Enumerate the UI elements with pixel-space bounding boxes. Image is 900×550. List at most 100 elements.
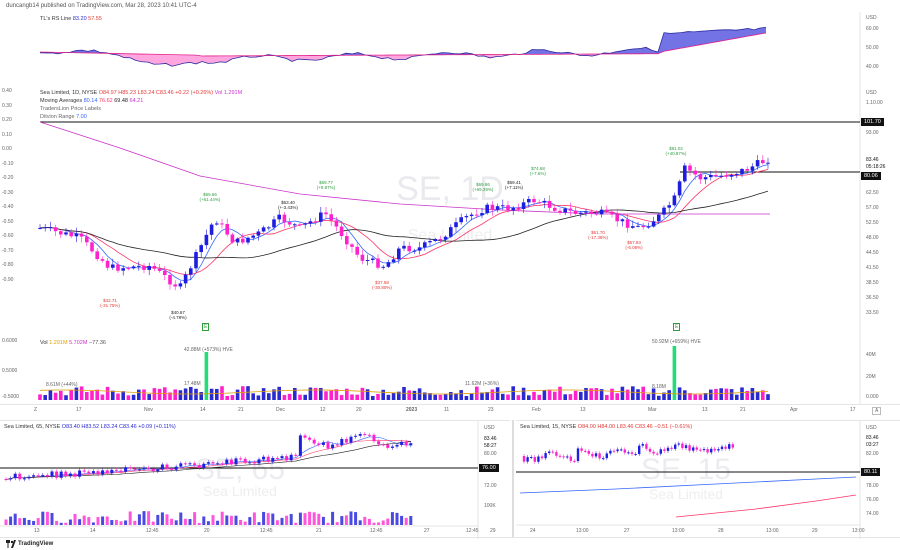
ma-line-2 [39,190,769,259]
auto-scale-button[interactable]: A [872,407,882,415]
volume-bar [38,394,42,400]
candle [272,215,276,231]
right-tick-9: 48.00 [866,235,879,241]
candle [423,240,427,251]
pane-15-symbol-text: Sea Limited, 15, NYSE [520,424,577,430]
volume-bar [267,393,271,400]
pane-15-candle [641,442,644,448]
candle [667,201,671,214]
ohlc-volume: Vol 1.291M [214,90,243,96]
pane-65-vol-bar [170,518,174,525]
pane-15-candle [587,449,590,456]
pane-65-candle [151,466,155,474]
ma-val-0: 80.14 [83,98,98,104]
pane-65-candle [220,461,224,466]
pane-15-time-5: 13:00 [766,528,779,534]
annot-pct-11: (+40.87%) [666,151,687,156]
left-tick-10: -0.60 [2,233,14,239]
candle [298,222,302,227]
pane-15-candle [540,454,544,461]
candle [121,265,125,276]
pane-15-candle [530,455,533,460]
publisher-text: duncangb14 published on TradingView.com,… [6,3,197,9]
vol-annot-1: 42.88M (+573%) HVE [184,347,233,353]
main-axis-unit: USD [866,90,877,96]
volume-bar [521,387,526,400]
time-label-7: 20 [356,407,362,413]
time-axis[interactable]: Z 17 Nov 14 21 Dec 12 20 2023 11 23 Feb 13 Mar 13 21 Apr… [0,404,900,417]
annot-pct-2: (+61.44%) [200,197,221,202]
candle [584,209,588,217]
pane-15-watermark: SE, 15 [641,453,731,486]
right-tick-7: 57.00 [866,205,879,211]
volume-bar [137,389,141,400]
annot-pct-0: (-31.75%) [100,303,120,308]
pane-divider[interactable] [512,420,514,538]
earnings-marker-1[interactable]: E [202,323,210,331]
candle [542,198,547,209]
volume-bar [662,392,666,400]
ohlc-high: H85.23 [118,90,137,96]
volume-bar [116,393,120,400]
left-tick-8: -0.40 [2,204,14,210]
pane-65-ma [5,439,411,480]
pane-65-vol-bar [409,516,413,525]
pane-65-candle [285,454,289,463]
volume-bar [683,390,687,400]
volume-bar [355,394,359,400]
earnings-marker-2[interactable]: E [673,323,681,331]
pane-65-vol-bar [271,513,275,525]
pane-15-tick-low-2: 74.00 [866,511,879,517]
pane-15-candle [555,450,558,458]
left-tick-9: -0.50 [2,218,14,225]
volume-bar [287,393,292,400]
volume-pane[interactable]: Vol 1.291M 5.702M −77.36 0.6000 0.5000 -… [0,323,900,404]
annot-pct-4: (+9.87%) [317,185,336,190]
volume-bar [48,390,53,400]
pane-65-candle [73,471,77,479]
annot-price-11: $81.02 [669,146,683,151]
candle [282,211,287,228]
ma-legend: Moving Averages 80.14 76.62 69.48 64.21 [40,98,143,104]
volume-bar [111,390,115,400]
candle [688,162,692,176]
volume-bar [693,394,697,400]
pane-15-candle [710,446,713,455]
volume-bar [282,395,287,400]
pane-65-vol-bar [82,515,86,525]
volume-bar [443,394,448,400]
pane-65-vol-bar [119,521,123,525]
candle [615,208,619,227]
ma-label: Moving Averages [40,98,83,104]
volume-bar [246,386,250,400]
pane-65-vol-bar [188,519,192,525]
pane-15-time-7: 13:00 [852,528,865,534]
pane-15-candle [573,458,576,464]
volume-bar [209,388,214,400]
volume-bar [438,394,443,400]
pane-65-vol-bar [216,520,220,525]
vol-v1: 1.291M [49,340,68,346]
pane-65-candle [9,476,13,482]
vol-annot-2: 17.48M [184,381,201,387]
pane-65-vol-bar [390,512,394,525]
pane-15-hline-tag: 80.11 [861,468,881,476]
candle [714,169,718,178]
time-label-10: 23 [488,407,494,413]
pane-15min[interactable]: SE, 15 Sea Limited Sea Limited, 15, NYSE… [516,420,900,539]
pane-15-candle [537,454,540,464]
candle [225,218,229,237]
pane-65-vol-bar [105,516,109,525]
pivot2-val: 7.00 [76,114,87,120]
pane-65-vol-bar [298,512,302,525]
candle [386,259,391,268]
time-label-4: 21 [238,407,244,413]
main-price-pane[interactable]: SE, 1D Sea Limited $42.71 (-31.75%) $40.67… [0,88,900,334]
pane-65min[interactable]: SE, 65 Sea Limited Sea Limited, 65, NYSE… [0,420,510,539]
pane-15-candle [562,454,565,460]
pane-15-candle [533,455,536,464]
rs-line-pane[interactable]: TL's RS Line 83.20 57.55 USD 60.00 50.00… [0,12,900,88]
candle [261,225,266,233]
candle [204,229,209,250]
candle [371,255,375,264]
